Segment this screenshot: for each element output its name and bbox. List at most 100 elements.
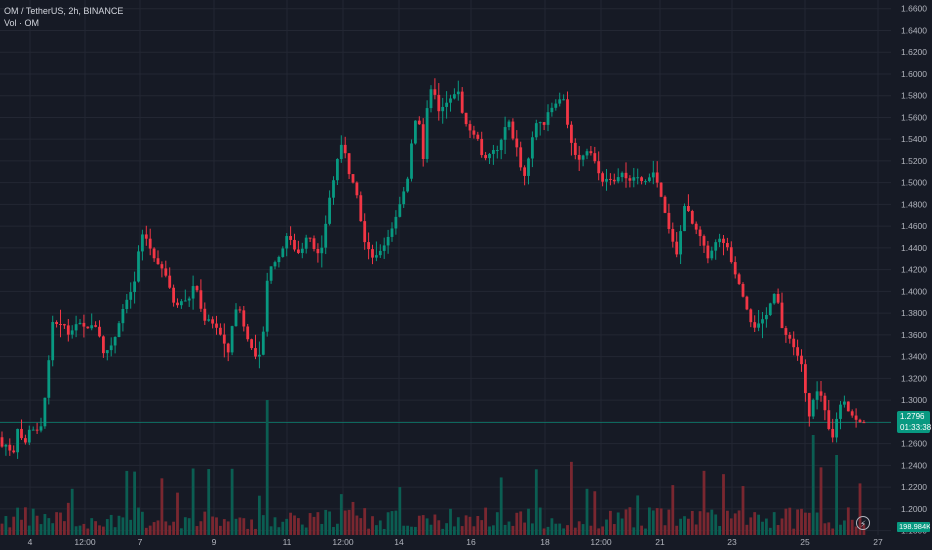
candle-body	[43, 397, 47, 427]
candle-body	[437, 94, 441, 112]
candle-body	[195, 286, 199, 291]
candle-body	[8, 444, 12, 451]
volume-bar	[417, 515, 421, 535]
candle-body	[238, 309, 242, 311]
candle-body	[304, 237, 308, 249]
candle-body	[609, 178, 612, 180]
candle-body	[445, 102, 448, 107]
volume-bar	[47, 518, 51, 535]
volume-bar	[749, 517, 753, 535]
volume-bar	[176, 492, 179, 535]
volume-bar	[698, 511, 702, 535]
candle-body	[527, 158, 530, 176]
volume-bar	[823, 523, 827, 535]
candle-body	[441, 106, 445, 112]
candle-body	[102, 336, 105, 354]
volume-bar	[199, 521, 203, 535]
volume-bar	[8, 527, 12, 535]
candle-body	[667, 212, 671, 229]
candle-body	[105, 350, 109, 354]
volume-bar	[74, 526, 78, 535]
volume-bar	[39, 524, 43, 535]
candle-body	[659, 182, 663, 197]
price-tick-label: 1.6400	[901, 25, 927, 35]
volume-bar	[581, 524, 585, 535]
volume-bar	[784, 508, 788, 535]
volume-bar	[183, 517, 187, 535]
candle-body	[519, 147, 523, 168]
volume-bar	[780, 518, 784, 535]
volume-bar	[858, 483, 862, 535]
volume-bar	[796, 509, 799, 535]
candle-body	[363, 221, 367, 243]
candle-body	[4, 444, 8, 447]
volume-bar	[66, 502, 70, 535]
volume-bar	[558, 523, 562, 535]
volume-bar	[453, 526, 456, 535]
candle-body	[655, 172, 659, 183]
candle-body	[258, 354, 261, 357]
volume-bar	[195, 526, 199, 535]
chart-grid	[0, 0, 891, 535]
price-tick-label: 1.4800	[901, 199, 927, 209]
volume-bar	[554, 523, 558, 535]
volume-bar	[737, 510, 741, 535]
candle-body	[109, 345, 113, 351]
volume-bar	[729, 518, 733, 535]
candle-body	[414, 120, 417, 144]
volume-bar	[831, 528, 835, 535]
volume-bar	[98, 525, 101, 535]
candle-body	[332, 180, 335, 198]
chart-legend: OM / TetherUS, 2h, BINANCE Vol · OM	[4, 5, 123, 29]
candle-body	[367, 242, 370, 250]
candle-body	[16, 428, 19, 453]
candle-body	[476, 134, 480, 139]
volume-bar	[687, 518, 690, 535]
bolt-icon[interactable]: ⚡	[856, 516, 870, 530]
candle-body	[616, 177, 620, 182]
volume-bar	[27, 525, 31, 535]
volume-bar	[542, 528, 546, 535]
volume-bar	[94, 521, 97, 535]
candle-body	[741, 283, 745, 297]
time-tick-label: 9	[212, 537, 217, 547]
candle-body	[663, 196, 667, 213]
volume-bar	[211, 516, 214, 535]
candle-body	[242, 310, 246, 327]
candle-body	[624, 172, 628, 179]
volume-bar	[765, 518, 768, 535]
last-volume-tag: 198.984K	[897, 522, 930, 532]
volume-bar	[464, 515, 468, 535]
volume-bar	[616, 512, 620, 535]
candle-body	[597, 161, 601, 174]
volume-bar	[148, 525, 152, 535]
candle-body	[211, 319, 214, 324]
candle-body	[394, 216, 398, 229]
candle-body	[503, 127, 507, 140]
volume-bar	[534, 469, 538, 535]
volume-bar	[269, 526, 273, 535]
volume-bar	[207, 469, 211, 535]
volume-bar	[141, 511, 144, 535]
volume-bar	[164, 521, 168, 535]
volume-bar	[835, 455, 838, 535]
volume-bar	[757, 514, 760, 535]
candle-body	[640, 177, 643, 182]
candle-body	[620, 172, 624, 178]
volume-bar	[332, 526, 335, 535]
candle-body	[632, 177, 636, 181]
candle-body	[729, 247, 733, 263]
candle-body	[63, 324, 66, 326]
candle-body	[792, 338, 796, 348]
candle-body	[207, 319, 211, 321]
candle-body	[219, 327, 222, 335]
volume-bar	[741, 486, 745, 535]
volume-bar	[324, 509, 328, 535]
candle-body	[417, 120, 421, 125]
volume-bar	[570, 461, 573, 535]
candle-body	[31, 429, 35, 431]
volume-bar	[222, 519, 226, 535]
volume-bar	[612, 524, 616, 535]
candle-body	[577, 154, 581, 160]
